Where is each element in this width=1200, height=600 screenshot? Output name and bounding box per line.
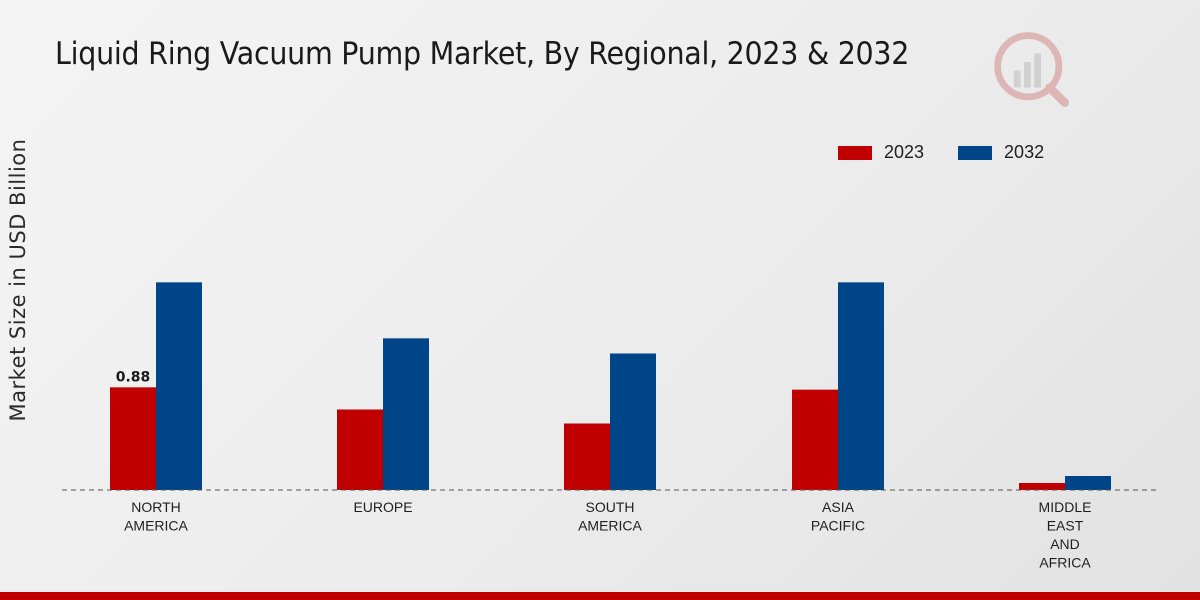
bar-2032-4	[1065, 476, 1111, 490]
data-label-0: 0.88	[116, 369, 151, 385]
bar-2023-3	[792, 389, 838, 490]
legend-label-2032: 2032	[1004, 142, 1045, 162]
legend-item-2032: 2032	[958, 142, 1044, 163]
chart-title: Liquid Ring Vacuum Pump Market, By Regio…	[55, 36, 910, 72]
watermark-logo-icon	[994, 32, 1070, 108]
bottom-accent-bar	[0, 592, 1200, 600]
bar-2032-2	[610, 353, 656, 490]
bar-2032-1	[383, 338, 429, 490]
bar-2023-2	[564, 423, 610, 490]
x-tick-label-3: ASIA PACIFIC	[811, 499, 865, 534]
legend: 2023 2032	[838, 142, 1078, 163]
bar-2032-3	[838, 282, 884, 490]
x-tick-label-2: SOUTH AMERICA	[578, 499, 642, 534]
legend-label-2023: 2023	[884, 142, 925, 162]
bar-2032-0	[156, 282, 202, 490]
x-tick-label-4: MIDDLE EAST AND AFRICA	[1039, 499, 1092, 571]
legend-swatch-2032	[958, 145, 993, 160]
x-tick-label-0: NORTH AMERICA	[124, 499, 188, 534]
bar-2023-0	[110, 387, 156, 490]
x-tick-label-1: EUROPE	[353, 499, 412, 515]
legend-item-2023: 2023	[838, 142, 924, 163]
bar-2023-1	[337, 409, 383, 490]
legend-swatch-2023	[838, 145, 872, 160]
bar-2023-4	[1019, 483, 1065, 490]
